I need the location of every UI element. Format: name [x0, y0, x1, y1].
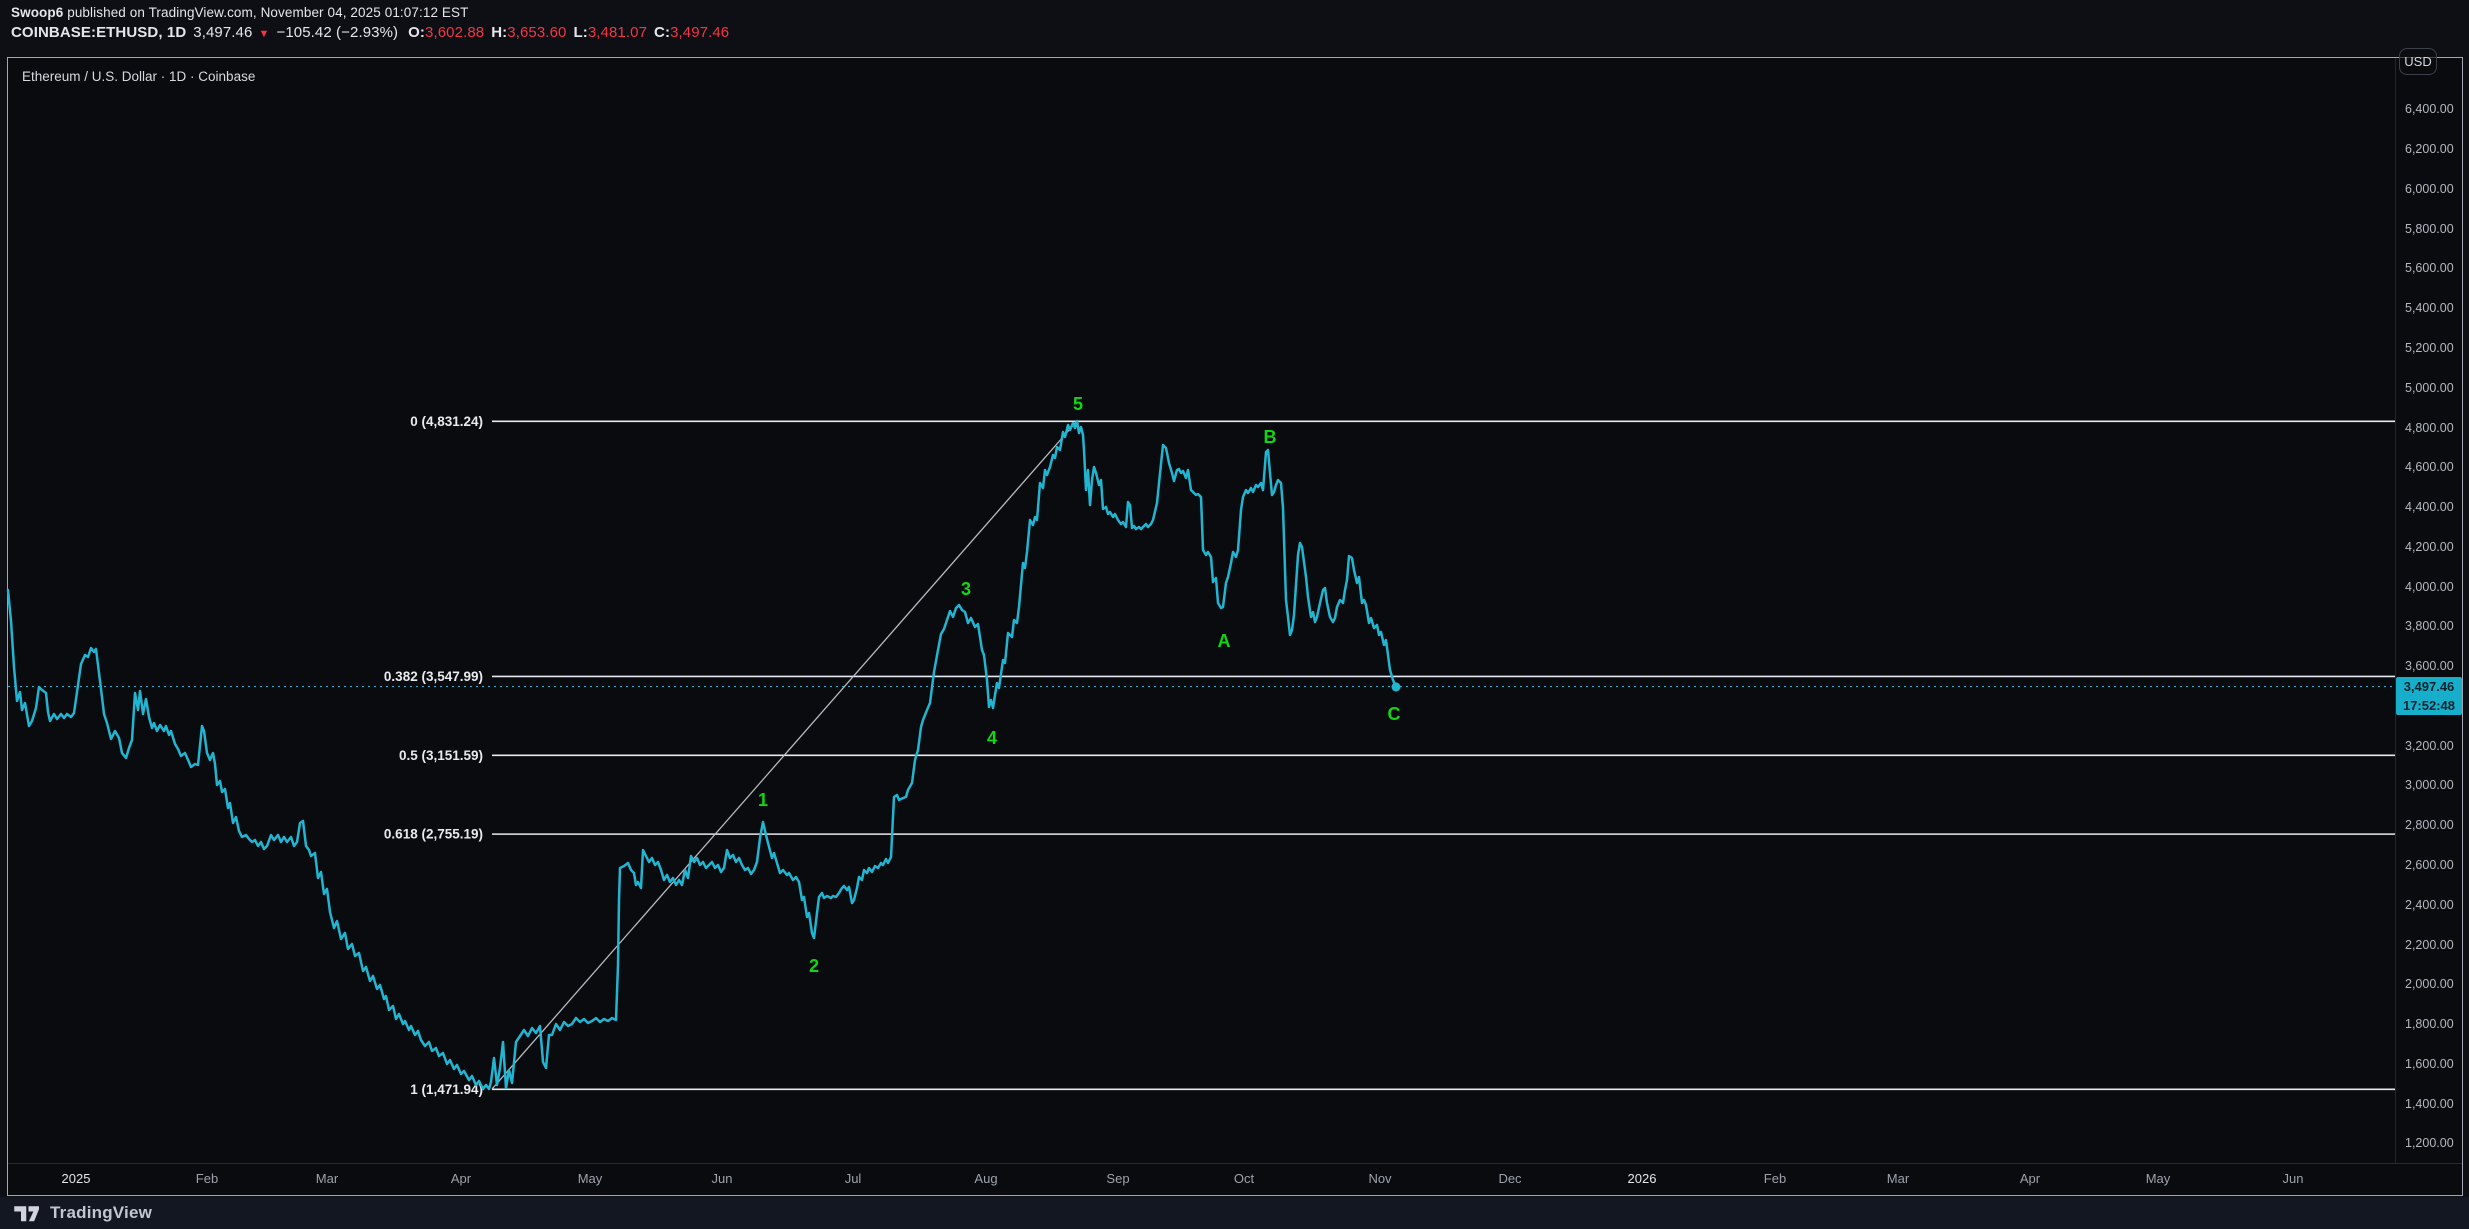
publish-line: Swoop6 published on TradingView.com, Nov…: [11, 4, 729, 22]
price-tick-label: 4,800.00: [2405, 420, 2454, 435]
price-tick-label: 4,200.00: [2405, 539, 2454, 554]
tradingview-logo-text[interactable]: TradingView: [50, 1203, 153, 1222]
price-tick-label: 2,800.00: [2405, 818, 2454, 833]
price-tick-label: 2,400.00: [2405, 897, 2454, 912]
price-tick-label: 1,400.00: [2405, 1096, 2454, 1111]
price-tick-label: 6,400.00: [2405, 102, 2454, 117]
price-tick-label: 5,400.00: [2405, 301, 2454, 316]
wave-label-2[interactable]: 2: [809, 956, 819, 976]
price-tick-label: 3,800.00: [2405, 619, 2454, 634]
price-tick-label: 6,000.00: [2405, 181, 2454, 196]
time-tick-month: Dec: [1498, 1171, 1522, 1186]
low-label: L:: [573, 24, 588, 41]
fib-label-0.618: 0.618 (2,755.19): [384, 827, 483, 842]
time-tick-month: Aug: [974, 1171, 998, 1186]
price-tick-label: 3,200.00: [2405, 738, 2454, 753]
fib-label-1: 1 (1,471.94): [410, 1082, 483, 1097]
wave-label-B[interactable]: B: [1264, 427, 1277, 447]
publish-info: published on TradingView.com, November 0…: [63, 5, 469, 20]
time-tick-month: Sep: [1106, 1171, 1130, 1186]
time-tick-month: Jun: [2282, 1171, 2304, 1186]
fib-label-0: 0 (4,831.24): [410, 414, 483, 429]
current-price-value: 3,497.46: [2403, 678, 2455, 694]
price-tick-label: 3,000.00: [2405, 778, 2454, 793]
price-tick-label: 1,800.00: [2405, 1017, 2454, 1032]
last-price: 3,497.46: [193, 24, 253, 41]
price-tick-label: 5,800.00: [2405, 221, 2454, 236]
wave-label-5[interactable]: 5: [1073, 394, 1083, 414]
down-triangle-icon: ▼: [258, 28, 270, 40]
symbol-title: COINBASE:ETHUSD, 1D: [11, 24, 187, 41]
price-tick-label: 2,200.00: [2405, 937, 2454, 952]
time-tick-month: Apr: [450, 1171, 472, 1186]
time-axis[interactable]: 2025 Feb Mar Apr May Jun Jul Aug Sep Oct Nov Dec 202…: [8, 1164, 2462, 1195]
last-price-dot: [1391, 682, 1401, 692]
price-tick-label: 1,200.00: [2405, 1136, 2454, 1151]
current-price-marker: 3,497.46 17:52:48: [2396, 676, 2462, 715]
time-tick-month: May: [2145, 1171, 2171, 1186]
tradingview-logo-icon[interactable]: [12, 1201, 42, 1225]
price-change: −105.42 (−2.93%): [276, 24, 399, 41]
time-tick-month: Jun: [711, 1171, 733, 1186]
currency-toggle-button[interactable]: USD: [2399, 48, 2437, 75]
open-value: 3,602.88: [425, 24, 485, 41]
wave-label-4[interactable]: 4: [987, 728, 997, 748]
time-tick-month: May: [577, 1171, 603, 1186]
wave-label-A[interactable]: A: [1218, 631, 1231, 651]
author-name: Swoop6: [11, 5, 64, 20]
open-label: O:: [408, 24, 426, 41]
time-axis-separator: [8, 1163, 2462, 1164]
snapshot-header: Swoop6 published on TradingView.com, Nov…: [11, 4, 729, 44]
close-value: 3,497.46: [670, 24, 730, 41]
wave-label-3[interactable]: 3: [961, 579, 971, 599]
footer-bar: TradingView: [0, 1197, 2469, 1229]
bar-countdown: 17:52:48: [2402, 697, 2456, 713]
price-axis-separator: [2395, 58, 2396, 1163]
time-tick-month: Oct: [1233, 1171, 1255, 1186]
time-tick-month: Nov: [1368, 1171, 1392, 1186]
price-tick-label: 5,200.00: [2405, 340, 2454, 355]
symbol-quote-line: COINBASE:ETHUSD, 1D 3,497.46 ▼ −105.42 (−2.…: [11, 23, 729, 44]
price-tick-label: 4,400.00: [2405, 500, 2454, 515]
time-tick-month: Feb: [1763, 1171, 1787, 1186]
wave-label-1[interactable]: 1: [758, 790, 768, 810]
price-axis[interactable]: 6,400.00 6,200.00 6,000.00 5,800.00 5,600.00…: [2396, 58, 2462, 1163]
wave-label-C[interactable]: C: [1388, 704, 1401, 724]
low-value: 3,481.07: [587, 24, 648, 41]
high-value: 3,653.60: [507, 24, 567, 41]
time-tick-month: Apr: [2019, 1171, 2041, 1186]
price-tick-label: 4,000.00: [2405, 579, 2454, 594]
chart-legend-title[interactable]: Ethereum / U.S. Dollar · 1D · Coinbase: [22, 69, 256, 84]
close-label: C:: [654, 24, 671, 41]
time-tick-month: Mar: [315, 1171, 339, 1186]
price-tick-label: 1,600.00: [2405, 1056, 2454, 1071]
time-tick-month: Feb: [195, 1171, 219, 1186]
price-tick-label: 2,600.00: [2405, 857, 2454, 872]
price-tick-label: 6,200.00: [2405, 142, 2454, 157]
time-tick-year: 2026: [1627, 1171, 1657, 1186]
price-tick-label: 5,000.00: [2405, 380, 2454, 395]
trend-line[interactable]: [491, 420, 1078, 1090]
fib-label-0.382: 0.382 (3,547.99): [384, 669, 483, 684]
chart-frame: [7, 57, 2463, 1196]
price-tick-label: 2,000.00: [2405, 977, 2454, 992]
high-label: H:: [491, 24, 508, 41]
fib-label-0.5: 0.5 (3,151.59): [399, 748, 483, 763]
price-tick-label: 4,600.00: [2405, 460, 2454, 475]
price-tick-label: 5,600.00: [2405, 261, 2454, 276]
time-tick-month: Mar: [1886, 1171, 1910, 1186]
price-line-series[interactable]: [6, 419, 1398, 1091]
time-tick-month: Jul: [844, 1171, 862, 1186]
time-tick-year: 2025: [61, 1171, 91, 1186]
price-tick-label: 3,600.00: [2405, 659, 2454, 674]
